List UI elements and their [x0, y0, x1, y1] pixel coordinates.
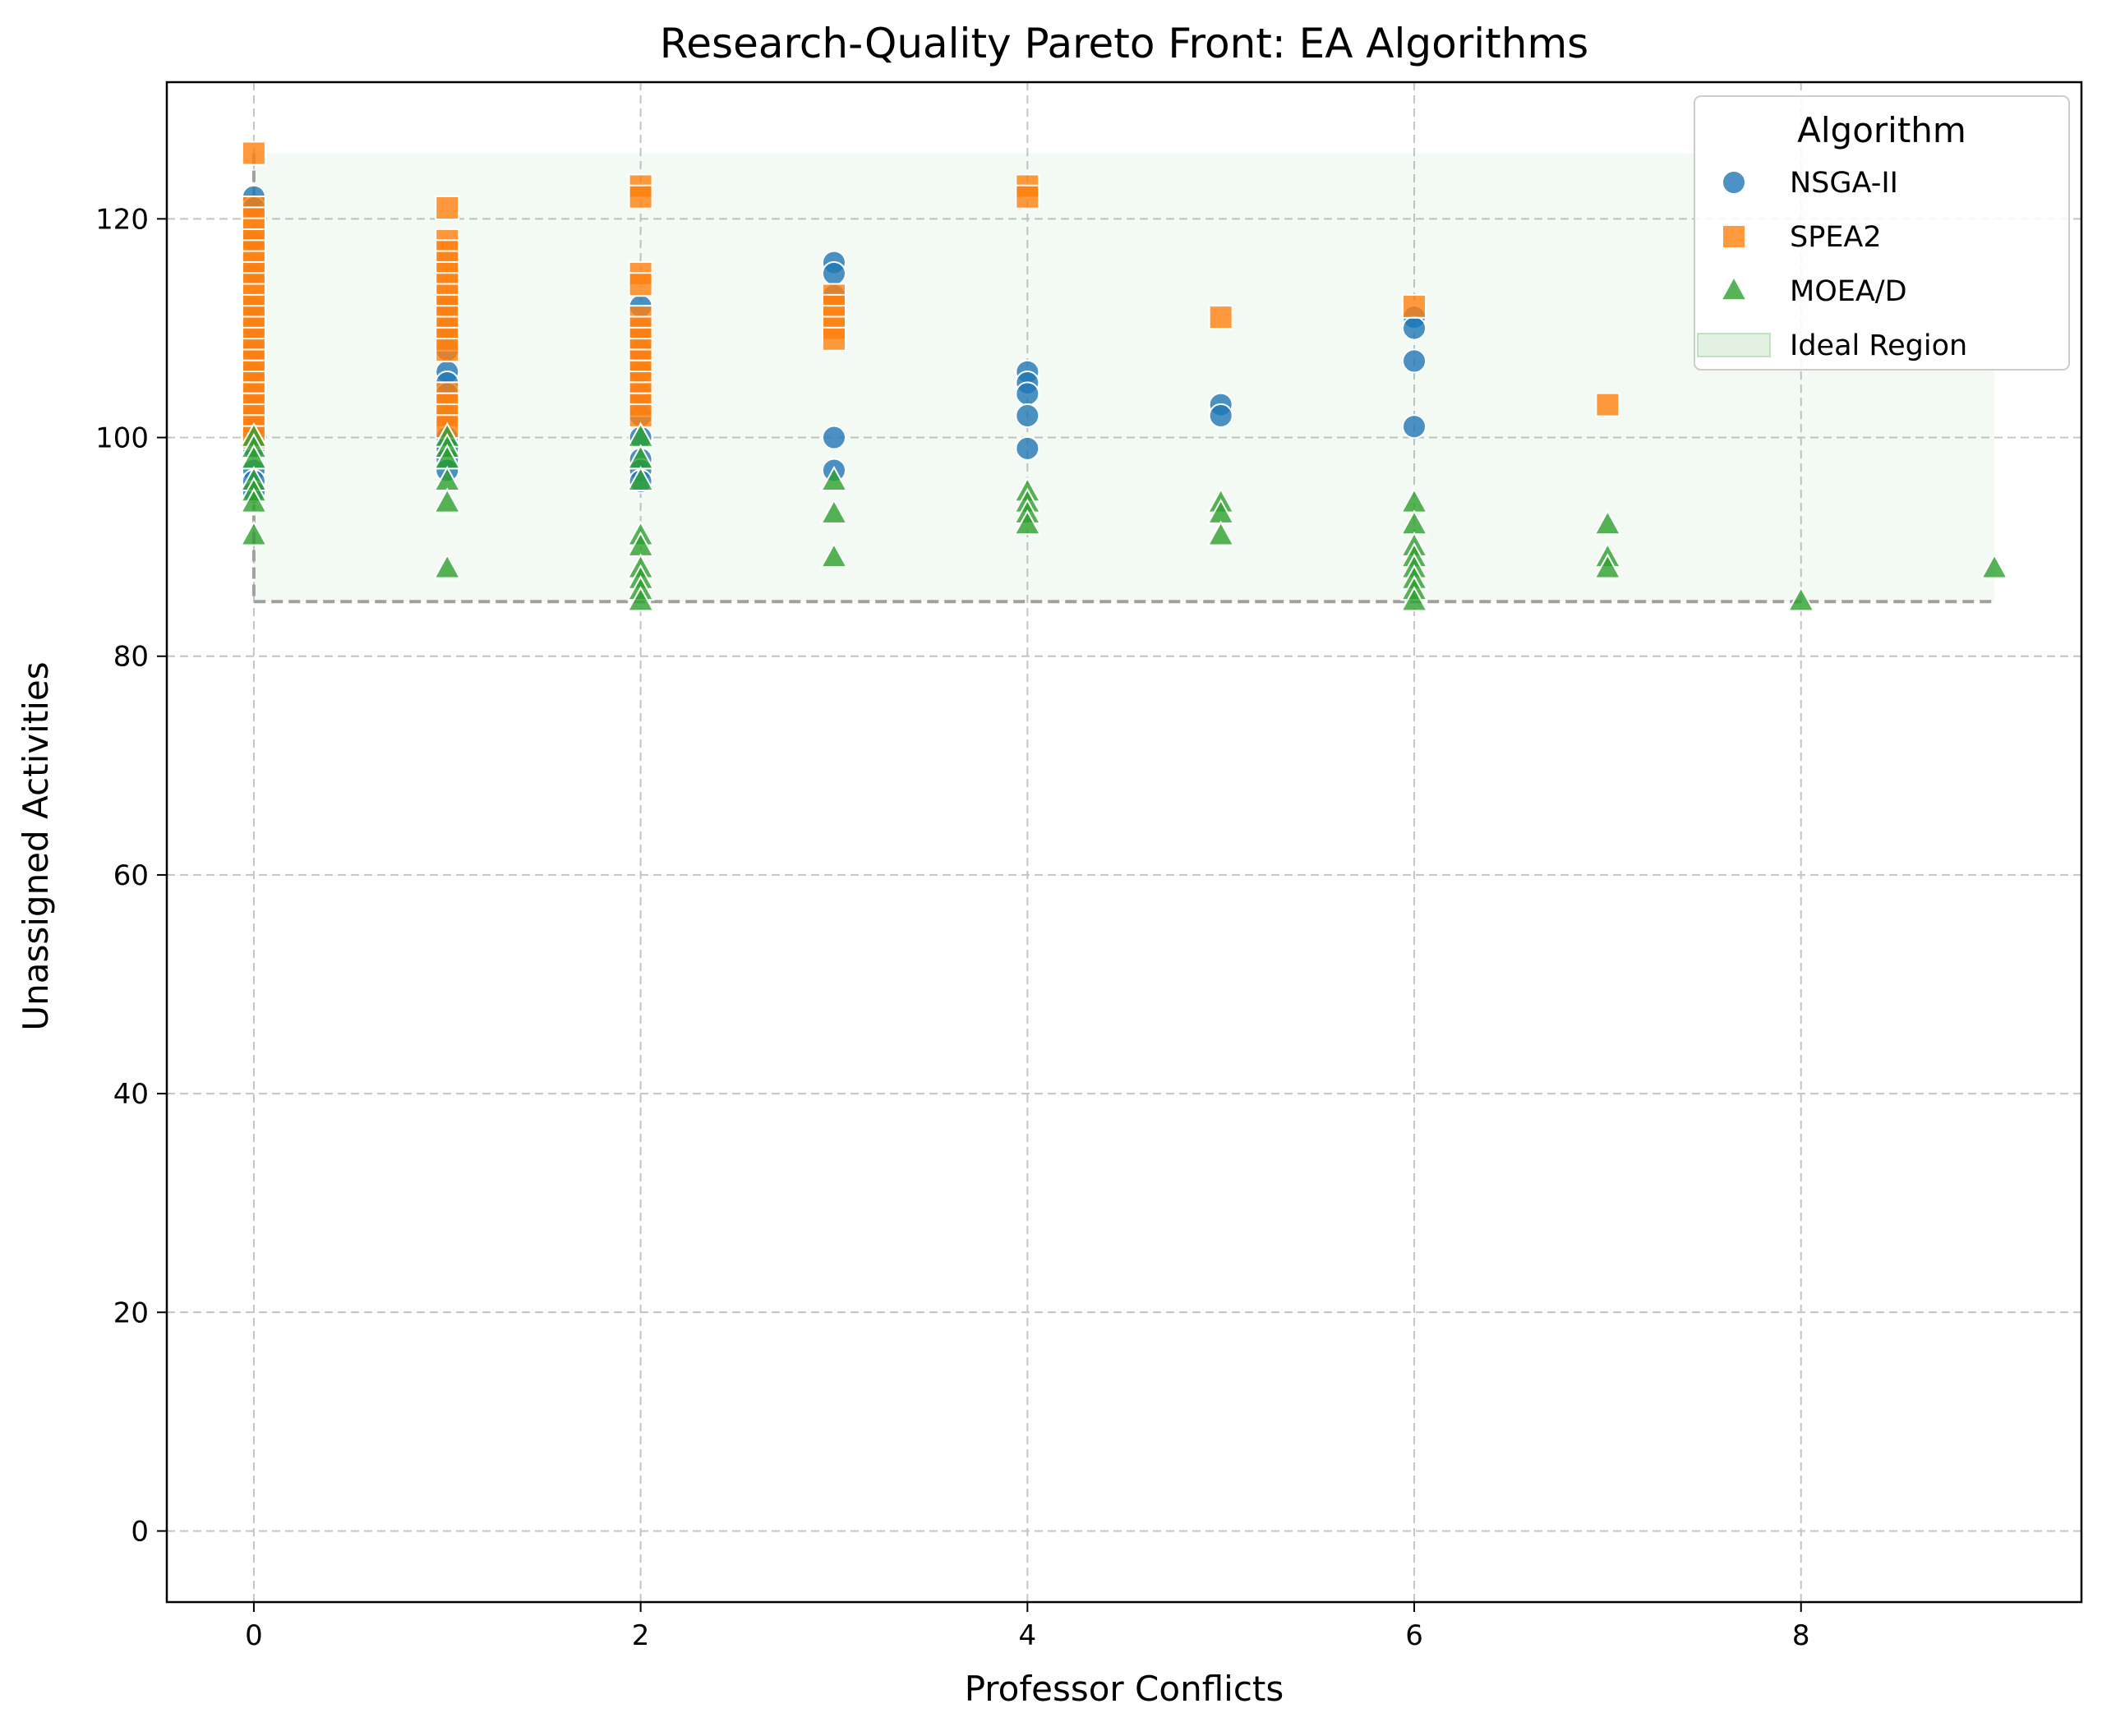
data-point	[239, 520, 269, 546]
data-point	[1786, 586, 1815, 612]
y-tick-label: 20	[113, 1296, 149, 1329]
data-point	[1402, 293, 1427, 319]
data-point	[1206, 520, 1235, 546]
y-tick-label: 120	[95, 203, 149, 236]
data-point	[819, 465, 849, 491]
legend-marker-moea-d	[1719, 275, 1749, 302]
data-point	[821, 260, 846, 286]
y-tick-label: 100	[95, 422, 149, 455]
x-axis-label: Professor Conflicts	[965, 1669, 1284, 1709]
y-tick-label: 60	[113, 859, 149, 892]
series-moea-d	[239, 421, 2009, 612]
data-point	[1402, 414, 1427, 440]
data-point	[435, 196, 460, 221]
data-point	[628, 184, 653, 210]
legend: Algorithm NSGA-II SPEA2 MOEA/D Ideal Region	[1694, 95, 2070, 371]
data-point	[1208, 403, 1233, 428]
y-tick-label: 0	[131, 1515, 149, 1548]
legend-box	[1694, 95, 2070, 371]
data-point	[241, 140, 266, 166]
data-point	[433, 553, 462, 579]
data-point	[1015, 184, 1040, 210]
legend-label: NSGA-II	[1790, 167, 1898, 200]
data-point	[1399, 586, 1429, 612]
legend-swatch-ideal-region	[1697, 333, 1771, 357]
x-tick-label: 2	[632, 1619, 650, 1652]
data-point	[1595, 392, 1620, 417]
legend-marker-nsga-ii	[1722, 170, 1746, 195]
data-point	[821, 425, 846, 450]
y-axis-label: Unassigned Activities	[16, 661, 56, 1030]
data-point	[1980, 553, 2009, 579]
series-spea2	[241, 140, 1620, 450]
data-point	[1593, 509, 1622, 536]
chart-title: Research-Quality Pareto Front: EA Algori…	[660, 20, 1588, 67]
legend-marker-spea2	[1722, 224, 1746, 249]
data-point	[1402, 315, 1427, 341]
data-point	[819, 542, 849, 569]
data-point	[1015, 403, 1040, 428]
x-tick-label: 4	[1019, 1619, 1037, 1652]
data-point	[1015, 435, 1040, 461]
legend-label: Ideal Region	[1790, 329, 1967, 362]
plot-area-frame	[165, 81, 2083, 1604]
data-point	[239, 487, 269, 513]
data-point	[821, 326, 846, 352]
data-point	[433, 487, 462, 513]
y-tick-label: 80	[113, 641, 149, 674]
data-point	[628, 272, 653, 297]
data-point	[819, 498, 849, 524]
data-point	[626, 465, 655, 491]
data-point	[1208, 305, 1233, 330]
data-point	[435, 338, 460, 363]
x-axis-ticks: 0 2 4 6 8	[245, 1602, 1810, 1652]
legend-label: SPEA2	[1790, 221, 1882, 254]
data-point	[1015, 381, 1040, 407]
data-points	[239, 140, 2009, 612]
x-tick-label: 0	[245, 1619, 263, 1652]
data-point	[1013, 509, 1042, 536]
y-axis-ticks: 0 20 40 60 80 100 120	[95, 203, 167, 1548]
x-tick-label: 6	[1405, 1619, 1423, 1652]
data-point	[1593, 553, 1622, 579]
legend-label: MOEA/D	[1790, 275, 1907, 308]
data-point	[1402, 348, 1427, 374]
y-tick-label: 40	[113, 1078, 149, 1111]
x-tick-label: 8	[1792, 1619, 1810, 1652]
legend-title: Algorithm	[1797, 110, 1966, 150]
data-point	[626, 586, 655, 612]
